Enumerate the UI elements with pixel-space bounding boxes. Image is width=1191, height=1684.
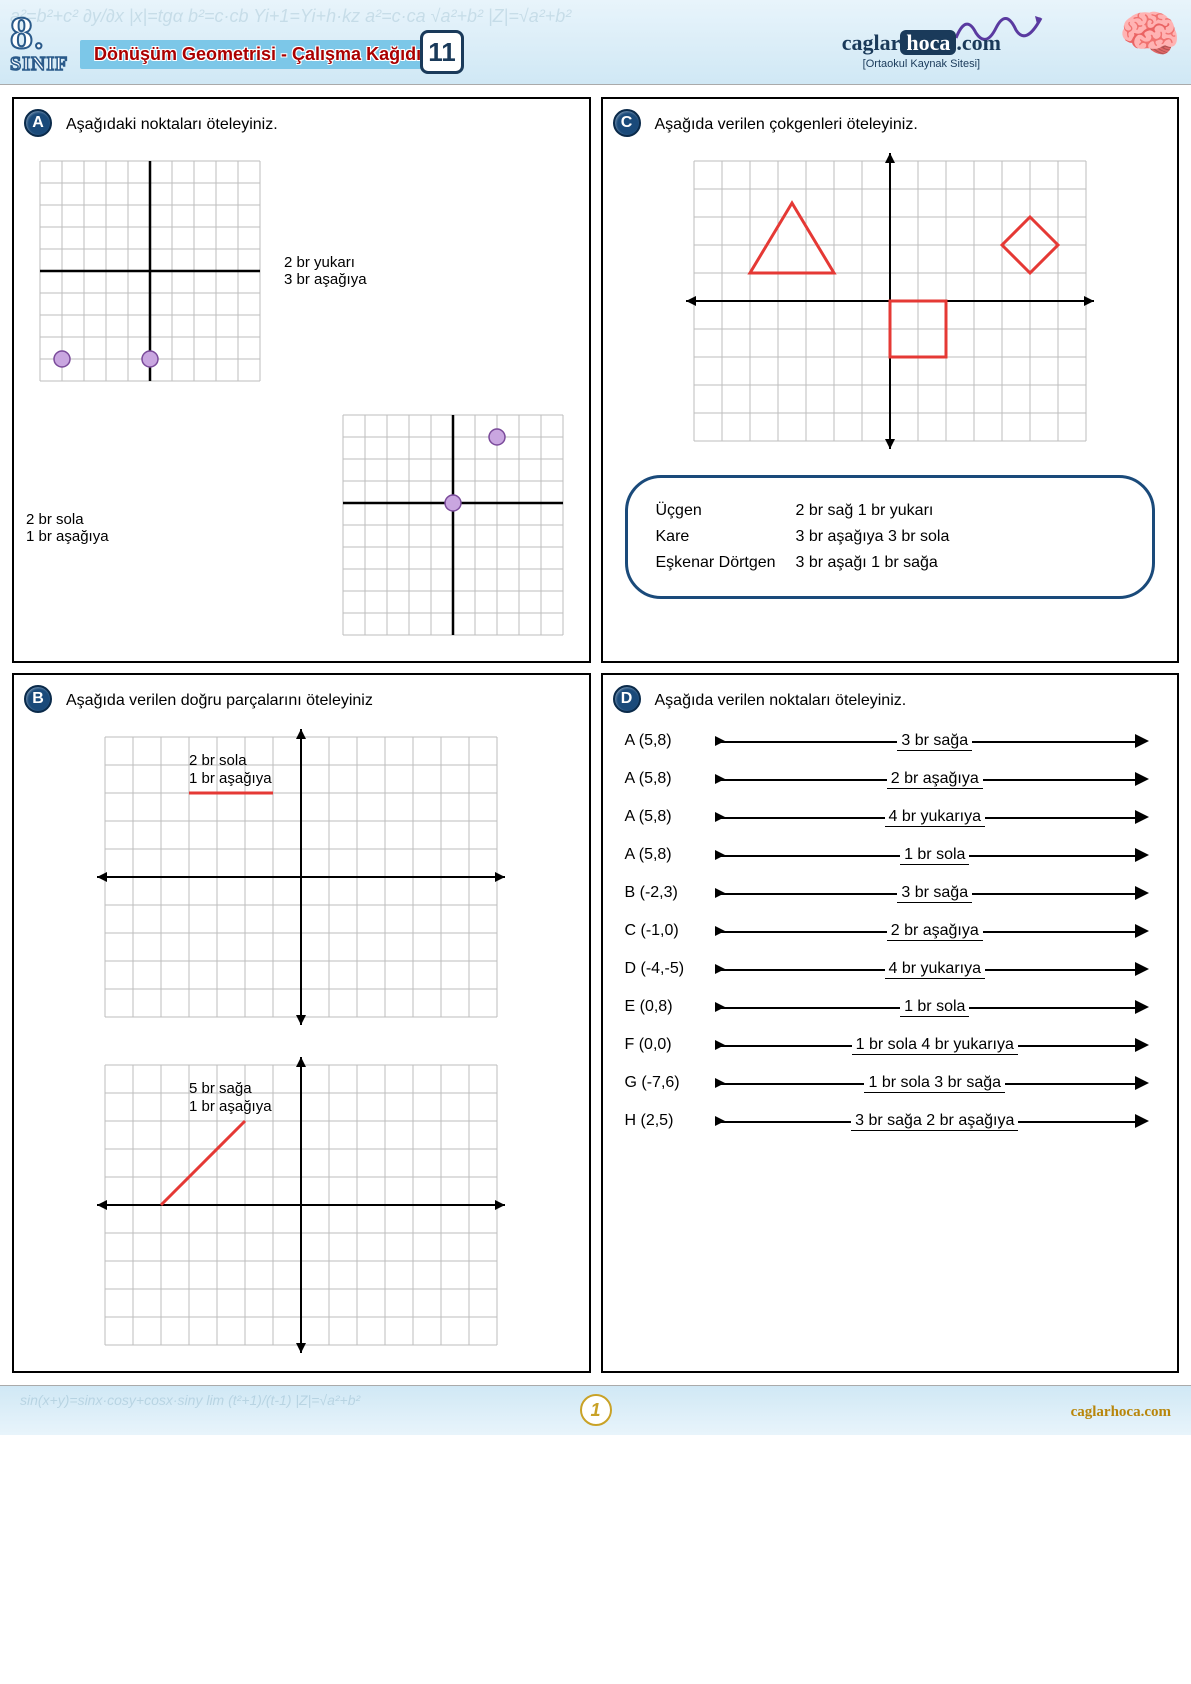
translation-rule: 2 br aşağıya — [887, 922, 983, 941]
translation-rule: 1 br sola 4 br yukarıya — [852, 1036, 1018, 1055]
svg-text:1 br aşağıya: 1 br aşağıya — [189, 770, 272, 787]
translation-arrow: 1 br sola 3 br sağa — [715, 1071, 1156, 1095]
caption-a1: 2 br yukarı 3 br aşağıya — [284, 254, 367, 288]
point-row: A (5,8) 4 br yukarıya — [625, 805, 1156, 829]
grid-b2: 5 br sağa1 br aşağıya — [91, 1051, 511, 1359]
worksheet-footer: sin(x+y)=sinx·cosy+cosx·siny lim (t²+1)/… — [0, 1385, 1191, 1435]
brand-subtitle: Ortaokul Kaynak Sitesi — [842, 58, 1001, 70]
point-row: C (-1,0) 2 br aşağıya — [625, 919, 1156, 943]
pill-rule: 3 br aşağı 1 br sağa — [796, 554, 938, 572]
question-d: D Aşağıda verilen noktaları öteleyiniz. … — [601, 673, 1180, 1373]
translation-rule: 3 br sağa — [897, 884, 972, 903]
grade-number: 8 — [10, 7, 33, 58]
translation-arrow: 4 br yukarıya — [715, 957, 1156, 981]
translation-rule: 2 br aşağıya — [887, 770, 983, 789]
page-number: 1 — [580, 1394, 612, 1426]
translation-arrow: 3 br sağa — [715, 729, 1156, 753]
grid-a1 — [26, 147, 274, 395]
point-row: E (0,8) 1 br sola — [625, 995, 1156, 1019]
grid-b1: 2 br sola1 br aşağıya — [91, 723, 511, 1031]
worksheet-title: Dönüşüm Geometrisi - Çalışma Kağıdı — [80, 40, 441, 69]
point-label: A (5,8) — [625, 846, 715, 864]
grade-dot: . — [33, 7, 45, 58]
page-grid: A Aşağıdaki noktaları öteleyiniz. 2 br y… — [0, 85, 1191, 1385]
point-row: D (-4,-5) 4 br yukarıya — [625, 957, 1156, 981]
point-label: A (5,8) — [625, 732, 715, 750]
pill-shape: Eşkenar Dörtgen — [656, 554, 796, 572]
point-row: H (2,5) 3 br sağa 2 br aşağıya — [625, 1109, 1156, 1133]
point-label: C (-1,0) — [625, 922, 715, 940]
point-label: B (-2,3) — [625, 884, 715, 902]
grade-badge: 8. SINIF — [10, 6, 68, 76]
translation-arrow: 2 br aşağıya — [715, 767, 1156, 791]
point-row: B (-2,3) 3 br sağa — [625, 881, 1156, 905]
pill-row: Üçgen2 br sağ 1 br yukarı — [656, 502, 1125, 520]
point-label: D (-4,-5) — [625, 960, 715, 978]
badge-d: D — [613, 685, 641, 713]
pill-rule: 2 br sağ 1 br yukarı — [796, 502, 934, 520]
translation-rule: 1 br sola — [900, 998, 969, 1017]
point-label: A (5,8) — [625, 770, 715, 788]
point-label: G (-7,6) — [625, 1074, 715, 1092]
prompt-d: Aşağıda verilen noktaları öteleyiniz. — [655, 687, 1166, 715]
mascot-icon: 🧠 — [1119, 5, 1181, 64]
pill-row: Eşkenar Dörtgen3 br aşağı 1 br sağa — [656, 554, 1125, 572]
chapter-number: 11 — [420, 30, 464, 74]
point-row: A (5,8) 3 br sağa — [625, 729, 1156, 753]
translation-rule: 4 br yukarıya — [885, 960, 985, 979]
point-label: A (5,8) — [625, 808, 715, 826]
point-row: A (5,8) 2 br aşağıya — [625, 767, 1156, 791]
translation-rule: 1 br sola — [900, 846, 969, 865]
brand-block: caglarhoca.com Ortaokul Kaynak Sitesi — [842, 30, 1001, 70]
point-rows: A (5,8) 3 br sağa A (5,8) 2 br aşağıya A… — [615, 729, 1166, 1133]
pill-shape: Kare — [656, 528, 796, 546]
rules-pill: Üçgen2 br sağ 1 br yukarıKare3 br aşağıy… — [625, 475, 1156, 599]
question-c: C Aşağıda verilen çokgenleri öteleyiniz.… — [601, 97, 1180, 663]
pill-shape: Üçgen — [656, 502, 796, 520]
translation-arrow: 1 br sola 4 br yukarıya — [715, 1033, 1156, 1057]
prompt-c: Aşağıda verilen çokgenleri öteleyiniz. — [655, 111, 1166, 139]
svg-text:2 br sola: 2 br sola — [189, 752, 247, 769]
grade-label: SINIF — [10, 53, 68, 76]
caption-a2: 2 br sola 1 br aşağıya — [26, 511, 109, 545]
pill-rule: 3 br aşağıya 3 br sola — [796, 528, 950, 546]
grid-a2 — [329, 401, 577, 649]
point-row: F (0,0) 1 br sola 4 br yukarıya — [625, 1033, 1156, 1057]
badge-c: C — [613, 109, 641, 137]
prompt-a: Aşağıdaki noktaları öteleyiniz. — [66, 111, 577, 139]
grid-c — [680, 147, 1100, 455]
translation-arrow: 1 br sola — [715, 843, 1156, 867]
translation-arrow: 3 br sağa — [715, 881, 1156, 905]
point-row: A (5,8) 1 br sola — [625, 843, 1156, 867]
point-row: G (-7,6) 1 br sola 3 br sağa — [625, 1071, 1156, 1095]
point-label: E (0,8) — [625, 998, 715, 1016]
translation-arrow: 4 br yukarıya — [715, 805, 1156, 829]
pill-row: Kare3 br aşağıya 3 br sola — [656, 528, 1125, 546]
point-label: F (0,0) — [625, 1036, 715, 1054]
translation-arrow: 3 br sağa 2 br aşağıya — [715, 1109, 1156, 1133]
brand-logo: caglarhoca.com — [842, 30, 1001, 56]
worksheet-header: a²=b²+c² ∂y/∂x |x|=tgα b²=c·cb Yi+1=Yi+h… — [0, 0, 1191, 85]
svg-text:1 br aşağıya: 1 br aşağıya — [189, 1098, 272, 1115]
badge-b: B — [24, 685, 52, 713]
translation-rule: 3 br sağa 2 br aşağıya — [851, 1112, 1018, 1131]
question-a: A Aşağıdaki noktaları öteleyiniz. 2 br y… — [12, 97, 591, 663]
translation-arrow: 1 br sola — [715, 995, 1156, 1019]
prompt-b: Aşağıda verilen doğru parçalarını öteley… — [66, 687, 577, 715]
translation-rule: 1 br sola 3 br sağa — [864, 1074, 1005, 1093]
footer-brand: caglarhoca.com — [1071, 1404, 1171, 1421]
question-b: B Aşağıda verilen doğru parçalarını ötel… — [12, 673, 591, 1373]
svg-text:5 br sağa: 5 br sağa — [189, 1080, 252, 1097]
point-label: H (2,5) — [625, 1112, 715, 1130]
translation-arrow: 2 br aşağıya — [715, 919, 1156, 943]
translation-rule: 4 br yukarıya — [885, 808, 985, 827]
badge-a: A — [24, 109, 52, 137]
translation-rule: 3 br sağa — [897, 732, 972, 751]
